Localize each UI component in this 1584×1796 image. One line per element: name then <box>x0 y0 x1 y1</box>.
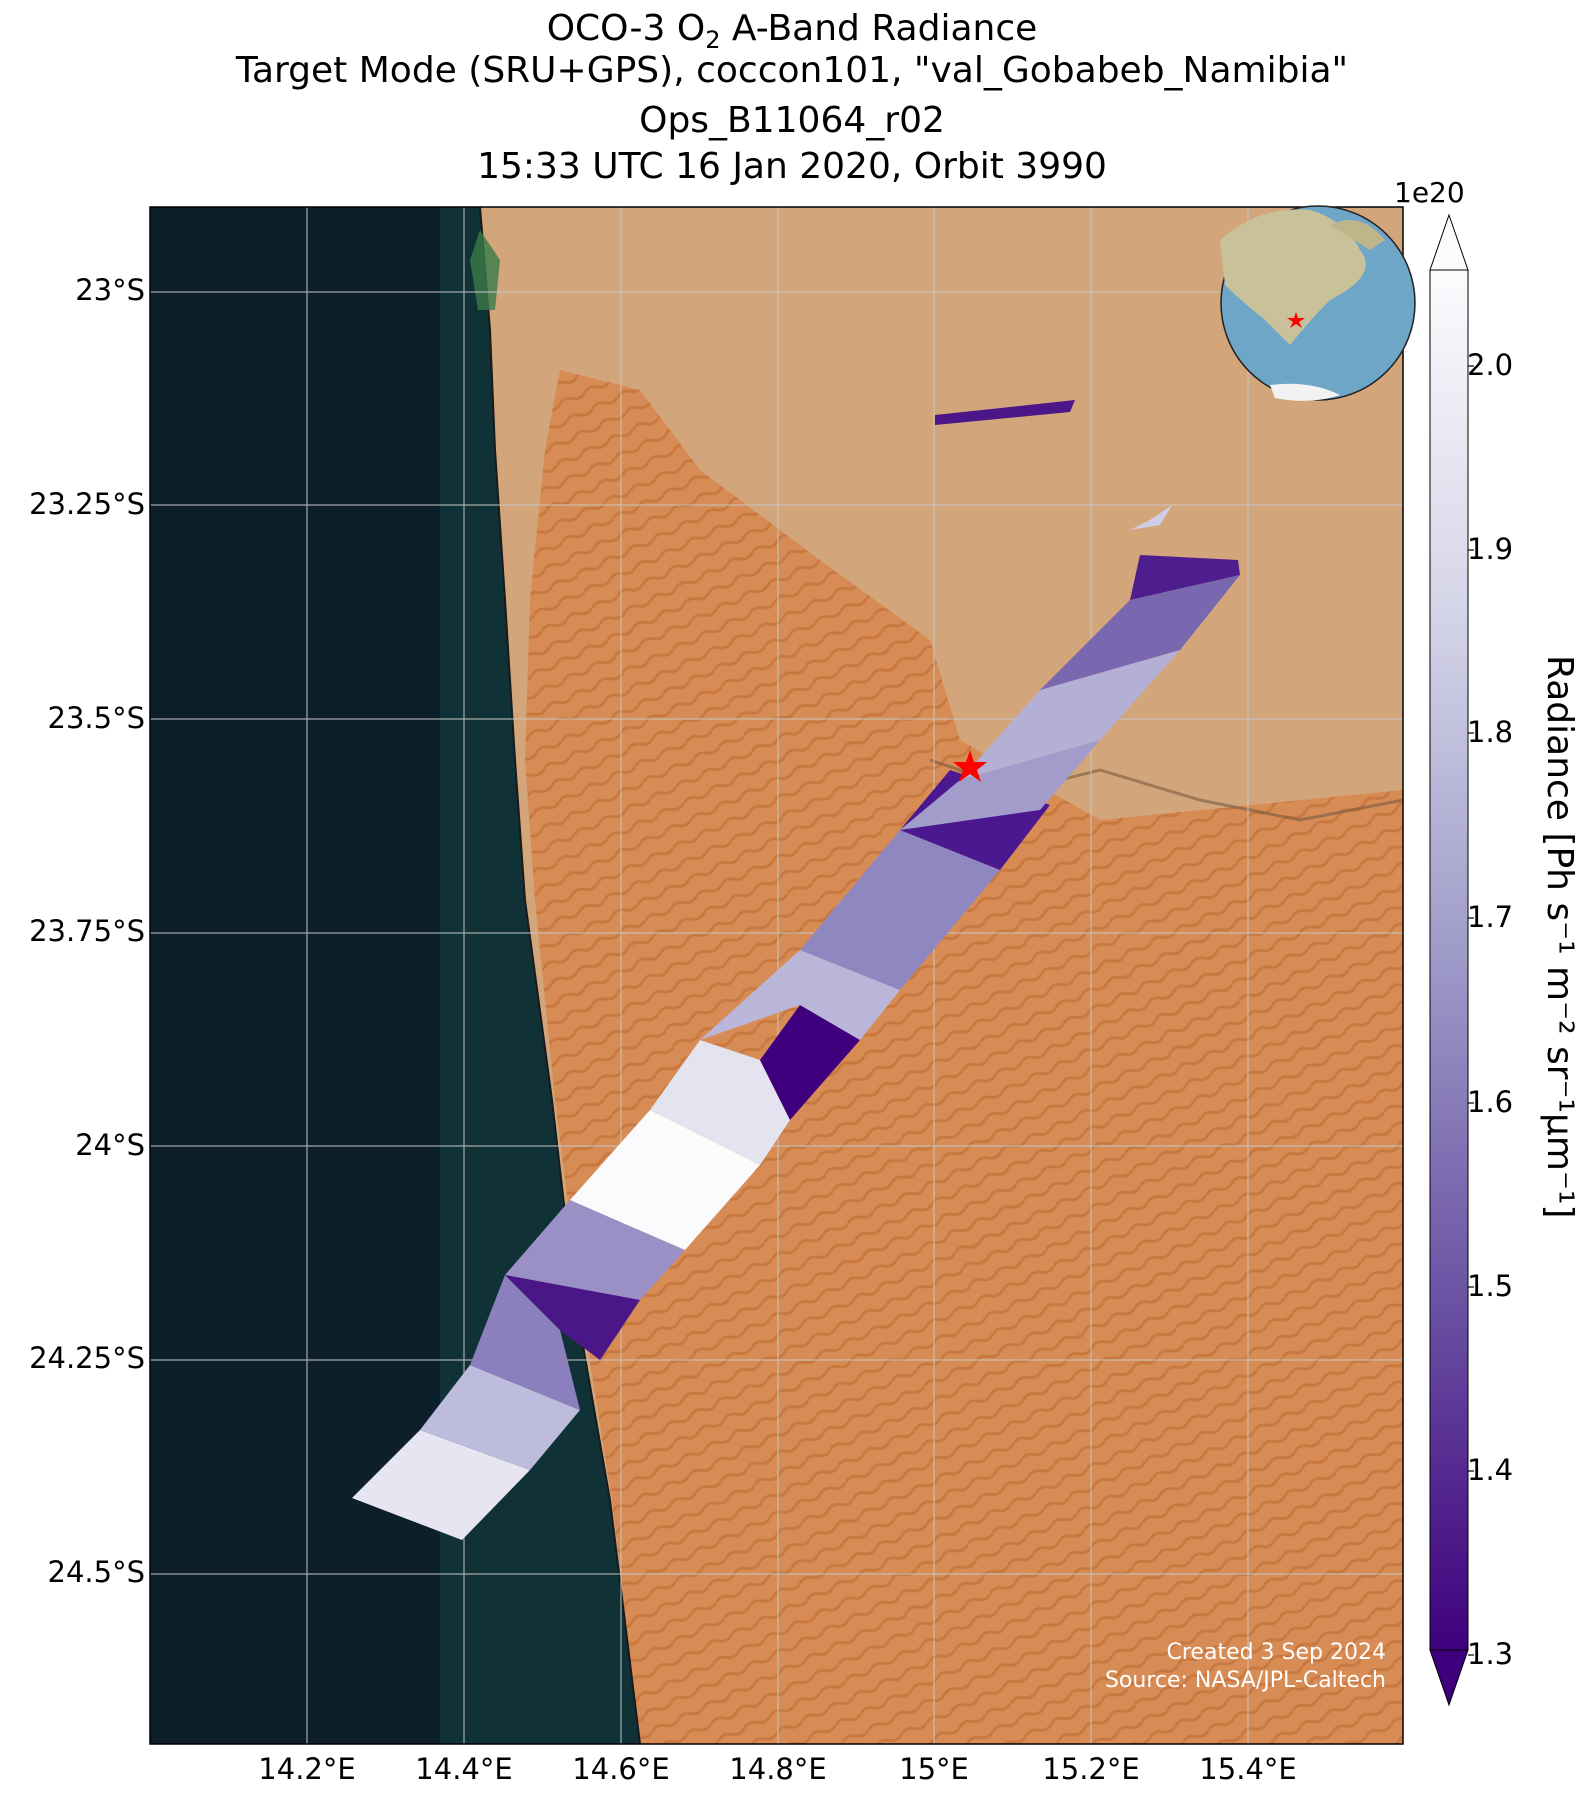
swath-segment <box>760 1005 860 1120</box>
title-line4: 15:33 UTC 16 Jan 2020, Orbit 3990 <box>477 146 1107 187</box>
lat-tick-label: 24.5°S <box>47 1555 145 1589</box>
globe-star-icon <box>1287 312 1305 328</box>
colorbar-tick-label: 1.4 <box>1467 1453 1514 1487</box>
swath-segment <box>1130 505 1172 530</box>
swath-segment <box>470 1275 580 1410</box>
lat-tick-label: 24°S <box>75 1128 145 1162</box>
colorbar <box>1429 213 1474 1707</box>
lon-tick-label: 15.2°E <box>1042 1752 1140 1786</box>
swath-segment <box>570 1110 760 1250</box>
globe-inset <box>1220 205 1416 401</box>
title-line2: Target Mode (SRU+GPS), coccon101, "val_G… <box>235 50 1349 91</box>
colorbar-tick-label: 1.8 <box>1467 715 1514 749</box>
colorbar-tick-label: 1.3 <box>1467 1637 1514 1671</box>
lat-tick-label: 24.25°S <box>29 1341 145 1375</box>
lon-tick-label: 14.4°E <box>415 1752 513 1786</box>
credit-source: Source: NASA/JPL-Caltech <box>1104 1668 1386 1693</box>
colorbar-multiplier: 1e20 <box>1394 176 1465 209</box>
swath-segment <box>1040 575 1240 690</box>
target-star-marker <box>953 750 987 782</box>
swath-segment <box>505 1200 685 1300</box>
colorbar-bottom-extend <box>1429 1649 1469 1707</box>
lon-tick-label: 14.2°E <box>258 1752 356 1786</box>
colorbar-label: Radiance [Ph s⁻¹ m⁻² sr⁻¹μm⁻¹] <box>1539 655 1580 1219</box>
title-line3: Ops_B11064_r02 <box>639 100 945 141</box>
colorbar-top-extend <box>1429 213 1469 271</box>
colorbar-tick-label: 1.5 <box>1467 1269 1514 1303</box>
colorbar-tick-label: 1.9 <box>1467 532 1514 566</box>
lon-tick-label: 14.6°E <box>572 1752 670 1786</box>
lagoon <box>470 230 500 310</box>
swath-segment <box>352 1430 530 1540</box>
coastline <box>479 207 641 1744</box>
swath-segment <box>420 1365 580 1470</box>
swath-segment <box>650 1040 790 1165</box>
swath-segment <box>700 950 900 1040</box>
dune-sea <box>525 370 1403 1744</box>
colorbar-tick-label: 1.6 <box>1467 1085 1514 1119</box>
swath-segment <box>900 740 1100 830</box>
lon-tick-label: 14.8°E <box>729 1752 827 1786</box>
colorbar-tick-label: 2.0 <box>1467 348 1514 382</box>
lat-tick-label: 23.25°S <box>29 487 145 521</box>
lon-tick-label: 15°E <box>899 1752 969 1786</box>
lat-tick-label: 23°S <box>75 273 145 307</box>
lat-tick-label: 23.75°S <box>29 914 145 948</box>
title-line1: OCO-3 O2 A-Band Radiance <box>546 8 1038 55</box>
radiance-swath <box>352 400 1240 1540</box>
swath-segment <box>935 400 1075 425</box>
colorbar-tick-label: 1.7 <box>1467 900 1514 934</box>
swath-segment <box>960 650 1180 780</box>
swath-segment <box>1130 555 1240 600</box>
swath-segment <box>800 830 1000 990</box>
credit-created: Created 3 Sep 2024 <box>1166 1640 1387 1665</box>
map-frame <box>149 206 1404 1745</box>
lon-tick-label: 15.4°E <box>1199 1752 1297 1786</box>
lat-tick-label: 23.5°S <box>47 701 145 735</box>
